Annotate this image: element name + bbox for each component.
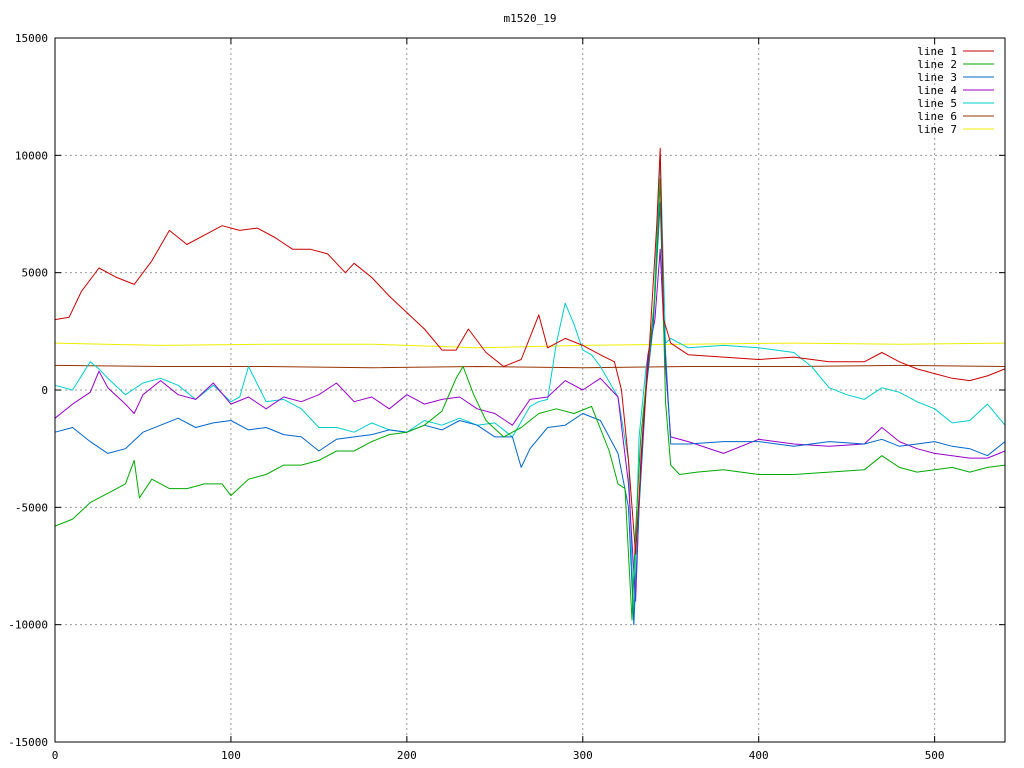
- series-line-5: [54, 154, 1006, 619]
- legend-label: line 5: [917, 97, 957, 110]
- series-line-7: [54, 342, 1006, 349]
- legend-label: line 6: [917, 110, 957, 123]
- y-tick-label: -10000: [8, 619, 48, 632]
- series-line-2: [54, 178, 1006, 621]
- series-line-6: [54, 364, 1006, 369]
- series-line-3: [54, 201, 1006, 626]
- y-tick-label: -5000: [15, 501, 48, 514]
- x-tick-label: 500: [925, 749, 945, 762]
- x-tick-label: 400: [749, 749, 769, 762]
- legend-label: line 3: [917, 71, 957, 84]
- series-lines: [54, 147, 1006, 626]
- legend-label: line 2: [917, 58, 957, 71]
- y-tick-label: 10000: [15, 149, 48, 162]
- legend-label: line 1: [917, 45, 957, 58]
- y-tick-label: 15000: [15, 32, 48, 45]
- y-tick-label: 5000: [22, 267, 49, 280]
- y-tick-label: -15000: [8, 736, 48, 749]
- y-tick-label: 0: [41, 384, 48, 397]
- axis-ticks: 0 100 200 300 400 500 -15000 -10000 -5000 0 5000 10…: [8, 32, 1005, 762]
- x-tick-label: 100: [221, 749, 241, 762]
- legend-label: line 4: [917, 84, 957, 97]
- grid-lines: [55, 38, 1005, 742]
- series-line-1: [54, 147, 1006, 555]
- legend-label: line 7: [917, 123, 957, 136]
- series-line-4: [54, 248, 1006, 602]
- chart-title: m1520_19: [504, 12, 557, 25]
- x-tick-label: 200: [397, 749, 417, 762]
- x-tick-label: 0: [52, 749, 59, 762]
- x-tick-label: 300: [573, 749, 593, 762]
